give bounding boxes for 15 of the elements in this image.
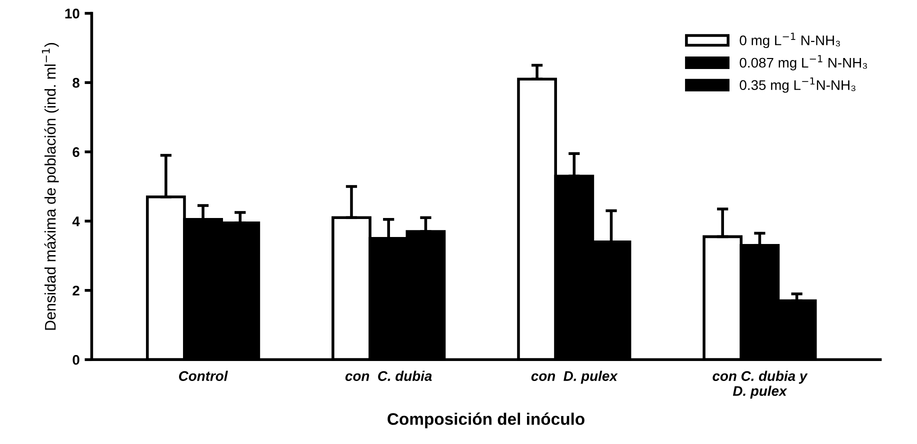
x-tick-label: con C. dubia (345, 370, 432, 381)
x-tick-label: con D. pulex (531, 370, 618, 384)
legend-label: 0.087 mg L$^{−1}$ N-NH₃ (740, 55, 867, 70)
x-axis-title: Composición del inóculo (388, 412, 584, 428)
y-tick-label: 8 (72, 78, 80, 88)
legend-label: 0 mg L$^{−1}$ N-NH₃ (740, 32, 840, 48)
y-axis-title: Densidad máxima de población (ind. ml$^{−1}$) (42, 43, 59, 330)
x-tick-label: Control (179, 370, 228, 381)
y-tick-label: 6 (72, 147, 80, 158)
y-tick-label: 0 (72, 354, 80, 365)
y-tick-label: 10 (65, 8, 80, 18)
y-tick-label: 2 (72, 286, 80, 296)
x-tick-label: con C. dubia y D. pulex (712, 370, 808, 399)
y-tick-label: 4 (72, 216, 80, 226)
legend-label: 0.35 mg L$^{−1}$N-NH₃ (740, 77, 856, 93)
